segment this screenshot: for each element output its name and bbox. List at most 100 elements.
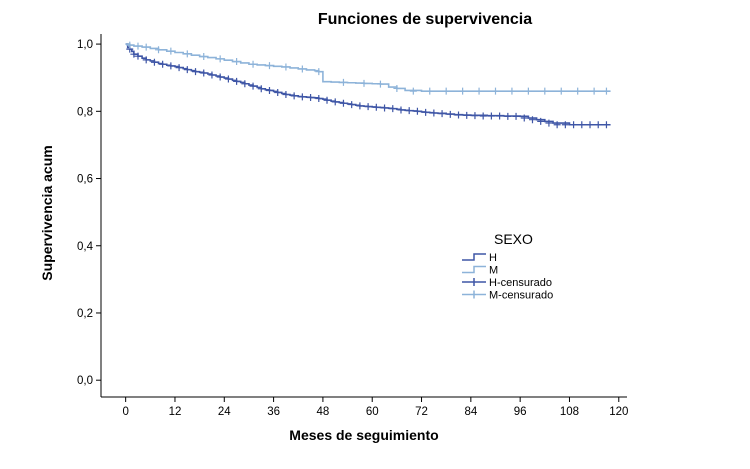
censor-mark-h-censurado xyxy=(150,58,158,66)
censor-mark-h-censurado xyxy=(471,112,479,120)
censor-mark-h-censurado xyxy=(504,112,512,120)
censor-mark-m-censurado xyxy=(233,58,241,66)
censor-mark-h-censurado xyxy=(167,62,175,70)
censor-mark-h-censurado xyxy=(356,102,364,110)
censor-mark-h-censurado xyxy=(208,71,216,79)
censor-mark-m-censurado xyxy=(249,60,257,68)
censor-mark-h-censurado xyxy=(512,112,520,120)
y-tick-label: 0,0 xyxy=(77,375,93,387)
censor-mark-h-censurado xyxy=(257,85,265,93)
censor-mark-m-censurado xyxy=(508,87,516,95)
censor-mark-h-censurado xyxy=(192,68,200,76)
axes: 0 12 24 36 48 60 72 84 96 108 120 0,0 0,2 0,4 0,6 0,8 1… xyxy=(77,34,628,418)
legend-swatch-m-censurado xyxy=(462,290,486,299)
censor-mark-h-censurado xyxy=(241,80,249,88)
censor-mark-h-censurado xyxy=(134,52,142,60)
x-ticks: 0 12 24 36 48 60 72 84 96 108 120 xyxy=(122,397,628,418)
y-tick-label: 1,0 xyxy=(77,39,93,51)
censor-mark-h-censurado xyxy=(274,88,282,96)
censor-mark-h-censurado xyxy=(455,111,463,119)
censor-mark-h-censurado xyxy=(422,108,430,116)
censor-mark-m-censurado xyxy=(142,43,150,51)
censor-mark-m-censurado xyxy=(602,87,610,95)
censor-mark-m-censurado xyxy=(426,87,434,95)
censor-mark-h-censurado xyxy=(216,73,224,81)
censor-mark-h-censurado xyxy=(290,92,298,100)
censor-mark-m-censurado xyxy=(134,42,142,50)
censor-mark-m-censurado xyxy=(216,55,224,63)
censor-mark-h-censurado xyxy=(372,103,380,111)
censor-mark-m-censurado xyxy=(475,87,483,95)
legend-swatch-h xyxy=(462,253,486,261)
censor-mark-h-censurado xyxy=(578,121,586,129)
censor-mark-h-censurado xyxy=(159,60,167,68)
censor-mark-h-censurado xyxy=(265,86,273,94)
censor-mark-h-censurado xyxy=(602,121,610,129)
censor-mark-h-censurado xyxy=(487,112,495,120)
legend-swatch-m xyxy=(462,265,486,274)
y-tick-label: 0,2 xyxy=(77,308,93,320)
x-tick-label: 12 xyxy=(169,406,182,418)
censor-mark-h-censurado xyxy=(389,105,397,113)
censor-mark-h-censurado xyxy=(446,110,454,118)
legend-label-m: M xyxy=(489,265,498,277)
censor-mark-m-censurado xyxy=(541,87,549,95)
legend-title: SEXO xyxy=(494,231,533,247)
censor-mark-m-censurado xyxy=(155,46,163,54)
censor-mark-h-censurado xyxy=(528,116,536,124)
censor-mark-h-censurado xyxy=(175,64,183,72)
y-tick-label: 0,8 xyxy=(77,106,93,118)
censor-mark-m-censurado xyxy=(315,68,323,76)
censor-mark-h-censurado xyxy=(130,50,138,58)
censor-mark-h-censurado xyxy=(348,101,356,109)
censor-mark-h-censurado xyxy=(537,117,545,125)
censor-mark-h-censurado xyxy=(183,66,191,74)
censor-mark-h-censurado xyxy=(463,111,471,119)
censor-mark-h-censurado xyxy=(561,121,569,129)
censor-mark-h-censurado xyxy=(315,95,323,103)
censor-mark-h-censurado xyxy=(339,99,347,107)
censor-mark-m-censurado xyxy=(459,87,467,95)
censor-mark-h-censurado xyxy=(545,119,553,127)
censor-mark-h-censurado xyxy=(200,69,208,77)
censor-mark-m-censurado xyxy=(557,87,565,95)
censor-mark-h-censurado xyxy=(233,77,241,85)
censor-mark-h-censurado xyxy=(479,112,487,120)
censor-mark-m-censurado xyxy=(282,63,290,71)
x-tick-label: 120 xyxy=(609,406,628,418)
censor-mark-m-censurado xyxy=(492,87,499,95)
censor-mark-h-censurado xyxy=(520,114,528,122)
censor-mark-h-censurado xyxy=(594,121,602,129)
x-tick-label: 36 xyxy=(267,406,280,418)
censor-mark-h-censurado xyxy=(430,109,438,117)
censor-mark-h-censurado xyxy=(397,106,405,114)
x-tick-label: 24 xyxy=(218,406,231,418)
x-tick-label: 0 xyxy=(122,406,128,418)
censor-mark-m-censurado xyxy=(183,50,191,58)
censor-mark-h-censurado xyxy=(553,121,561,129)
x-tick-label: 84 xyxy=(464,406,477,418)
censor-mark-h-censurado xyxy=(364,103,372,111)
censor-mark-h-censurado xyxy=(405,107,413,115)
x-tick-label: 108 xyxy=(560,406,579,418)
censor-mark-h-censurado xyxy=(249,82,257,90)
legend-label-h-censurado: H-censurado xyxy=(489,277,552,289)
censor-mark-m-censurado xyxy=(360,79,368,87)
censor-marks xyxy=(126,41,610,129)
legend-swatch-h-censurado xyxy=(462,278,486,286)
censor-mark-m-censurado xyxy=(376,80,384,88)
censor-mark-h-censurado xyxy=(224,75,232,83)
x-tick-label: 72 xyxy=(415,406,428,418)
y-ticks: 0,0 0,2 0,4 0,6 0,8 1,0 xyxy=(77,39,101,387)
censor-mark-m-censurado xyxy=(393,84,401,92)
chart-title: Funciones de supervivencia xyxy=(318,11,532,28)
censor-mark-h-censurado xyxy=(586,121,594,129)
censor-mark-h-censurado xyxy=(381,104,389,112)
censor-mark-m-censurado xyxy=(167,47,175,55)
censor-mark-h-censurado xyxy=(331,98,339,106)
x-tick-label: 48 xyxy=(317,406,330,418)
x-tick-label: 60 xyxy=(366,406,379,418)
legend-label-m-censurado: M-censurado xyxy=(489,290,553,302)
